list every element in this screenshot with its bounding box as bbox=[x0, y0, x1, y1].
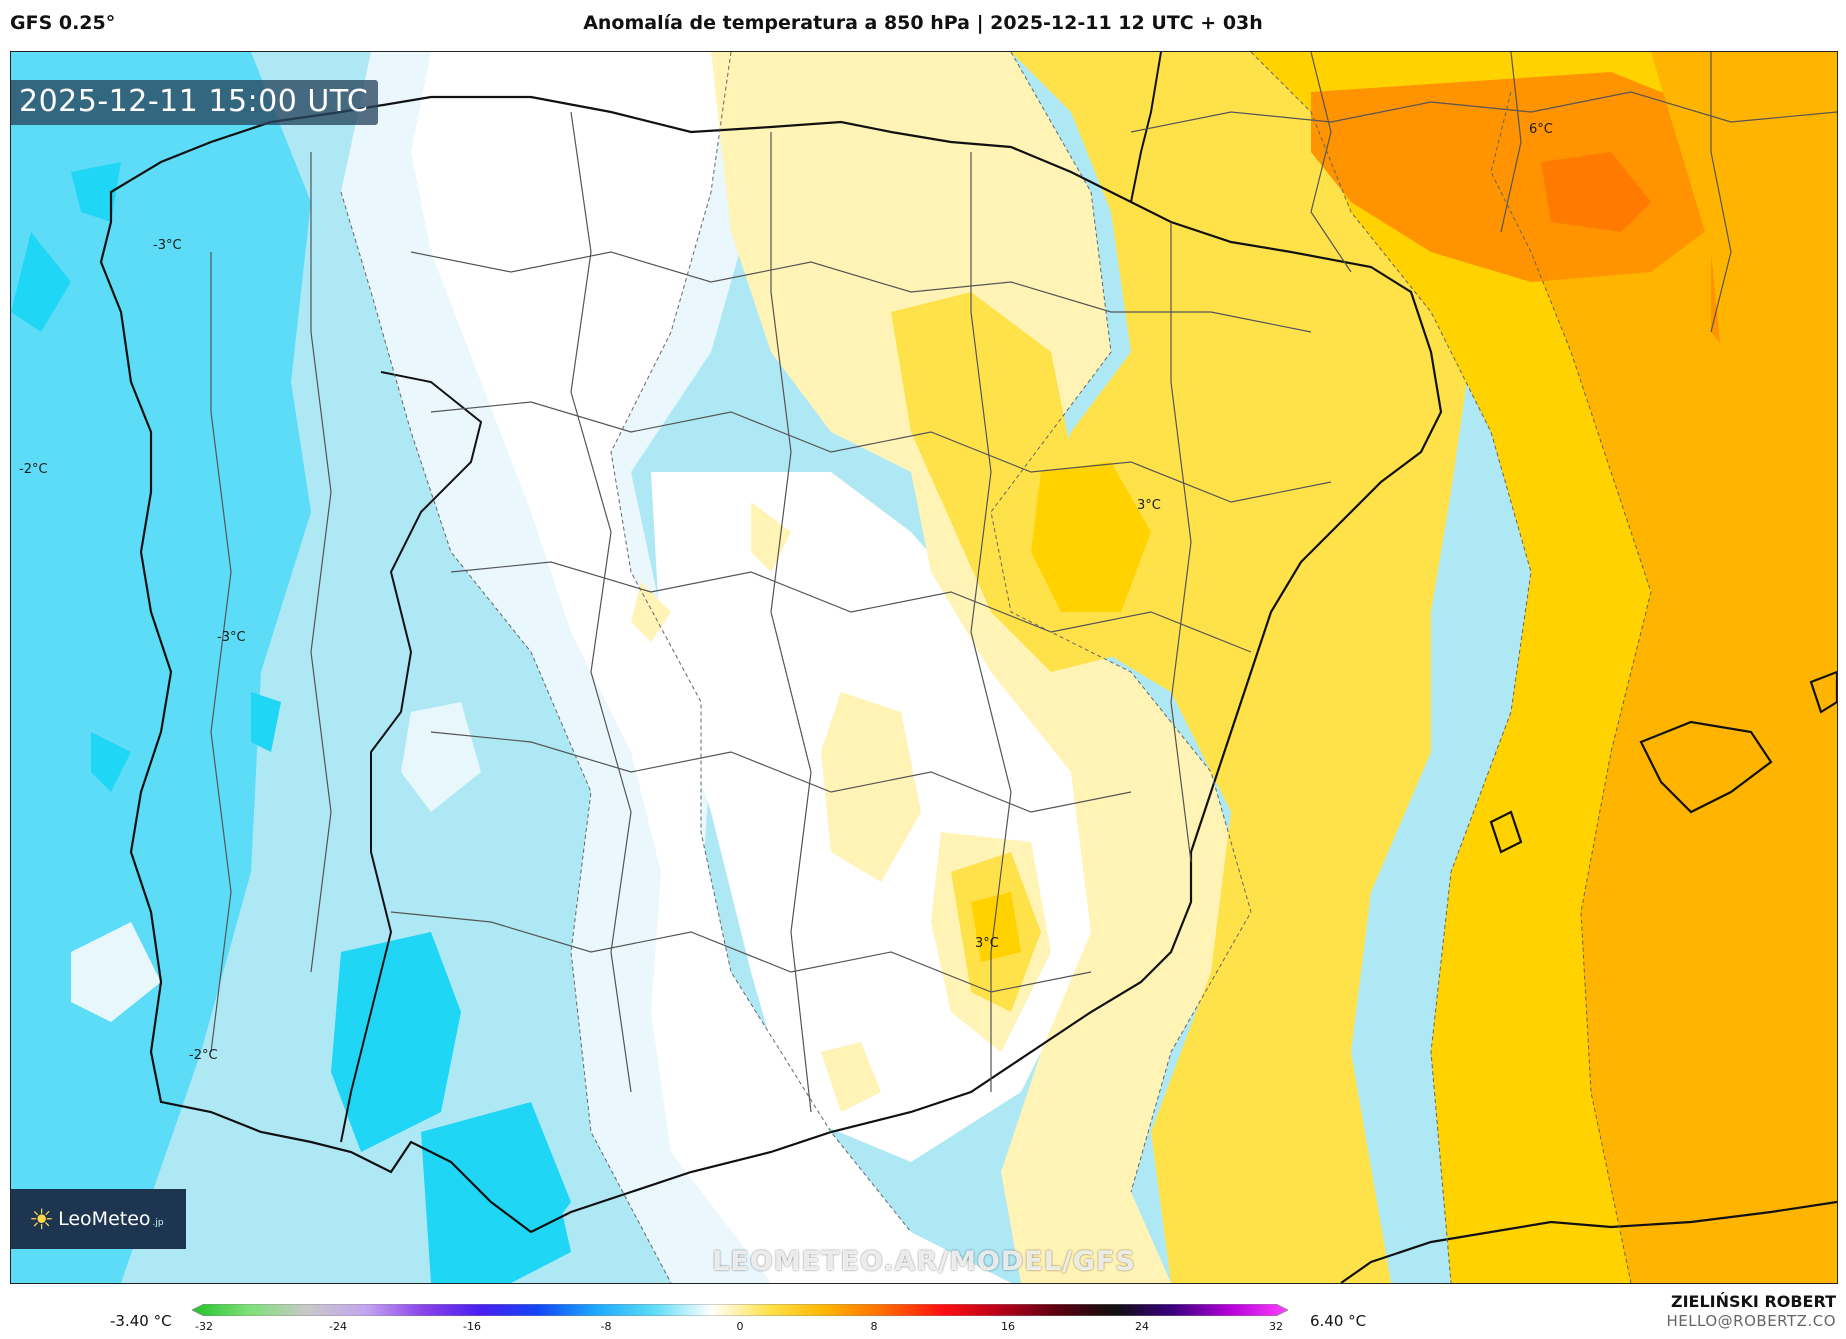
leometeo-logo: ☀ LeoMeteo .jp bbox=[11, 1189, 186, 1249]
warm-core-inland bbox=[971, 462, 1151, 962]
temperature-anomaly-map: 2025-12-11 15:00 UTC -3°C -2°C -3°C -2°C… bbox=[10, 51, 1838, 1284]
valid-time-label: 2025-12-11 15:00 UTC bbox=[11, 80, 379, 125]
cold-core-north bbox=[11, 162, 121, 332]
dashed-contours bbox=[340, 52, 1652, 1283]
colorbar-tick: -16 bbox=[463, 1320, 481, 1333]
hot-core bbox=[1541, 152, 1651, 232]
anomaly-field bbox=[11, 52, 1837, 1283]
neutral-zone bbox=[411, 52, 1011, 1283]
colorbar-tick: 24 bbox=[1135, 1320, 1149, 1333]
logo-suffix: .jp bbox=[152, 1218, 164, 1228]
contour-label: -3°C bbox=[153, 238, 182, 253]
logo-text: LeoMeteo bbox=[58, 1208, 151, 1230]
contour-label: 3°C bbox=[975, 936, 999, 951]
warm-light-pockets bbox=[631, 502, 1051, 1112]
colorbar-tick: -8 bbox=[600, 1320, 612, 1333]
balearic-mallorca bbox=[1639, 720, 1773, 814]
north-africa-coast bbox=[1340, 1200, 1837, 1283]
author-name: ZIELIŃSKI ROBERT bbox=[1670, 1292, 1836, 1311]
footer: -3.40 °C -32 -24 -16 -8 0 8 16 24 32 6.4… bbox=[0, 1290, 1846, 1339]
colorbar-tick: 8 bbox=[870, 1320, 878, 1333]
colorbar-min-label: -3.40 °C bbox=[110, 1312, 172, 1330]
warm-light-band bbox=[711, 52, 1251, 1283]
warm-orange-east-edge bbox=[1651, 52, 1837, 1283]
region-borders bbox=[210, 111, 1332, 1113]
colorbar-max-label: 6.40 °C bbox=[1310, 1312, 1367, 1330]
balearic-ibiza bbox=[1489, 810, 1523, 854]
cold-core-mid bbox=[91, 692, 281, 792]
warm-yellow-band bbox=[1011, 52, 1471, 1283]
contour-label: 6°C bbox=[1529, 122, 1553, 137]
colorbar-tick: -24 bbox=[329, 1320, 347, 1333]
light-cold-pocket bbox=[71, 702, 481, 1022]
colorbar-ticks: -32 -24 -16 -8 0 8 16 24 32 bbox=[192, 1320, 1288, 1336]
contour-label: 3°C bbox=[1137, 498, 1161, 513]
colorbar-tick: 0 bbox=[736, 1320, 744, 1333]
contour-label: -2°C bbox=[189, 1048, 218, 1063]
source-watermark: LEOMETEO.AR/MODEL/GFS bbox=[712, 1246, 1136, 1277]
colorbar-tick: 16 bbox=[1001, 1320, 1015, 1333]
colorbar bbox=[192, 1304, 1288, 1316]
balearic-menorca bbox=[1809, 670, 1837, 714]
contour-label: -2°C bbox=[19, 462, 48, 477]
sun-icon: ☀ bbox=[29, 1202, 55, 1236]
france-border bbox=[1130, 52, 1162, 203]
colorbar-tick: -32 bbox=[195, 1320, 213, 1333]
map-title: Anomalía de temperatura a 850 hPa | 2025… bbox=[583, 12, 1263, 34]
cold-core-south bbox=[331, 932, 571, 1283]
colorbar-tick: 32 bbox=[1269, 1320, 1283, 1333]
portugal-border bbox=[340, 371, 483, 1143]
author-email: HELLO@ROBERTZ.CO bbox=[1666, 1312, 1836, 1330]
model-label: GFS 0.25° bbox=[10, 12, 116, 34]
contour-label: -3°C bbox=[217, 630, 246, 645]
france-region-borders bbox=[1130, 52, 1837, 333]
iberia-coastline bbox=[99, 95, 1443, 1234]
